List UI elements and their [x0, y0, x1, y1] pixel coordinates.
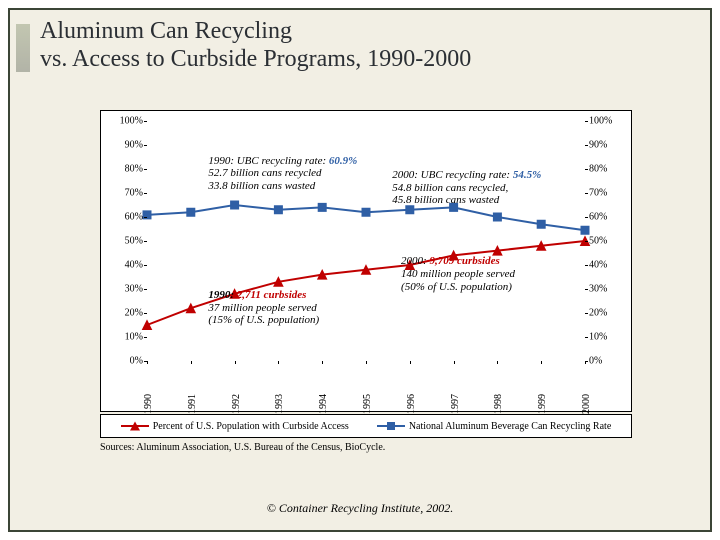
x-tick: 1997	[450, 394, 461, 414]
legend-item: National Aluminum Beverage Can Recycling…	[377, 421, 611, 432]
y-left-tick: 90%	[103, 140, 143, 151]
y-left-tick: 20%	[103, 308, 143, 319]
x-tick: 1994	[318, 394, 329, 414]
y-right-tick: 70%	[589, 188, 629, 199]
y-right-tick: 80%	[589, 164, 629, 175]
series-marker	[231, 201, 239, 209]
x-tick: 1990	[143, 394, 154, 414]
legend-item: Percent of U.S. Population with Curbside…	[121, 421, 349, 432]
chart-area: 0% 10% 20% 30% 40% 50% 60% 70% 80% 90% 100% 0% 10% 20…	[100, 110, 632, 412]
y-left-tick: 40%	[103, 260, 143, 271]
series-marker	[493, 213, 501, 221]
slide-frame: Aluminum Can Recycling vs. Access to Cur…	[8, 8, 712, 532]
corner-decoration	[16, 24, 30, 72]
y-right-tick: 10%	[589, 332, 629, 343]
chart-annotation: 1990: UBC recycling rate: 60.9%52.7 bill…	[208, 155, 357, 193]
y-left-tick: 100%	[103, 116, 143, 127]
x-tick: 1999	[537, 394, 548, 414]
title-line-1: Aluminum Can Recycling	[40, 18, 696, 46]
series-marker	[143, 321, 152, 330]
y-left-tick: 10%	[103, 332, 143, 343]
x-tick: 1998	[493, 394, 504, 414]
x-tick: 1992	[231, 394, 242, 414]
chart-annotation: 2000: UBC recycling rate: 54.5%54.8 bill…	[392, 169, 541, 207]
series-marker	[318, 203, 326, 211]
y-right-tick: 30%	[589, 284, 629, 295]
series-marker	[274, 206, 282, 214]
series-marker	[406, 206, 414, 214]
series-marker	[362, 208, 370, 216]
y-right-tick: 50%	[589, 236, 629, 247]
x-tick: 1995	[362, 394, 373, 414]
title-area: Aluminum Can Recycling vs. Access to Cur…	[10, 10, 710, 75]
y-right-tick: 20%	[589, 308, 629, 319]
y-left-tick: 30%	[103, 284, 143, 295]
x-tick: 1993	[274, 394, 285, 414]
title-line-2: vs. Access to Curbside Programs, 1990-20…	[40, 46, 696, 74]
y-right-tick: 90%	[589, 140, 629, 151]
y-left-tick: 50%	[103, 236, 143, 247]
plot-area: 0%10%20%30%40%50%60%70%80%90%100%0%10%20…	[147, 121, 585, 361]
y-right-tick: 40%	[589, 260, 629, 271]
series-marker	[187, 208, 195, 216]
y-left-tick: 60%	[103, 212, 143, 223]
copyright-text: © Container Recycling Institute, 2002.	[10, 501, 710, 516]
chart-annotation: 1990: 2,711 curbsides37 million people s…	[208, 289, 319, 327]
y-right-tick: 0%	[589, 356, 629, 367]
chart-annotation: 2000: 9,709 curbsides140 million people …	[401, 255, 515, 293]
legend: Percent of U.S. Population with Curbside…	[100, 414, 632, 438]
y-right-tick: 100%	[589, 116, 629, 127]
y-right-tick: 60%	[589, 212, 629, 223]
y-left-tick: 80%	[103, 164, 143, 175]
series-marker	[537, 220, 545, 228]
x-tick: 2000	[581, 394, 592, 414]
y-left-tick: 70%	[103, 188, 143, 199]
y-left-tick: 0%	[103, 356, 143, 367]
x-tick: 1996	[406, 394, 417, 414]
series-marker	[581, 226, 589, 234]
sources-text: Sources: Aluminum Association, U.S. Bure…	[100, 442, 385, 453]
x-tick: 1991	[187, 394, 198, 414]
